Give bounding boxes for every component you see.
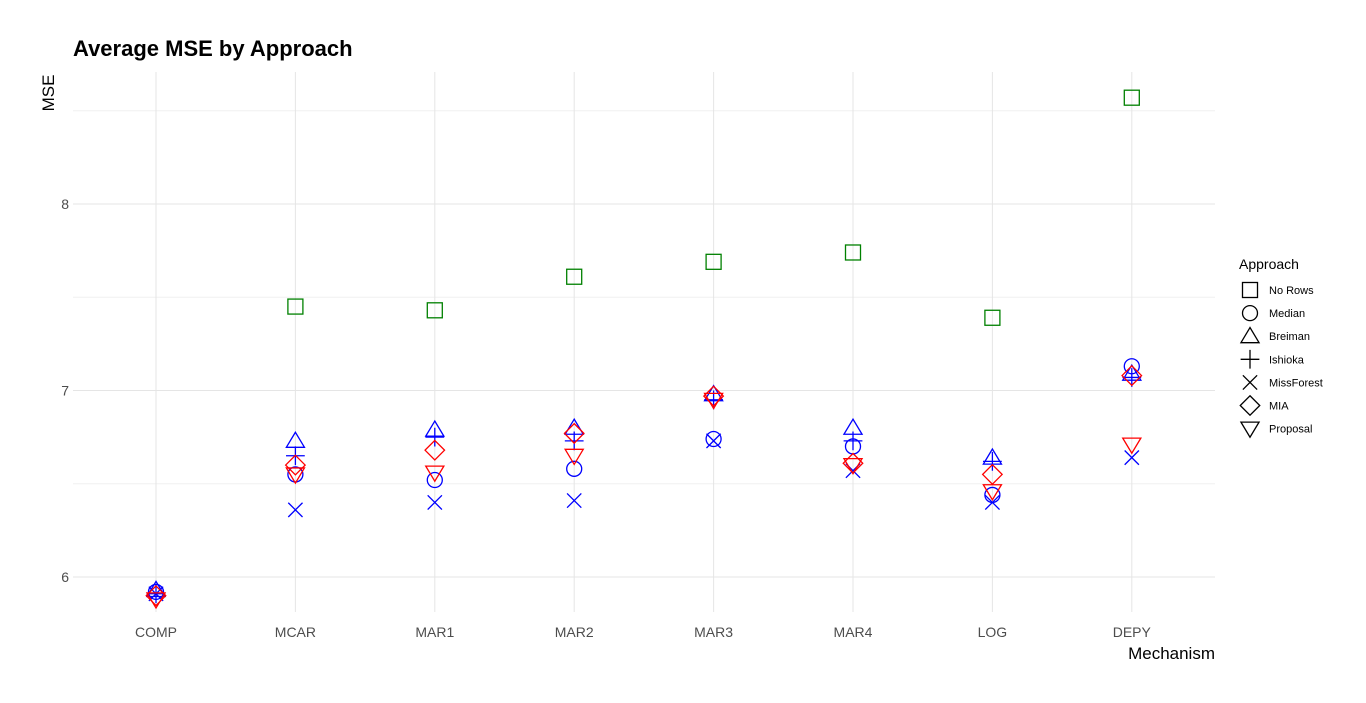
y-tick-label: 6 xyxy=(61,569,69,585)
legend-key-missforest xyxy=(1242,374,1258,390)
x-axis-ticks: COMP MCAR MAR1 MAR2 MAR3 MAR4 LOG DEPY xyxy=(135,624,1152,640)
point-missforest xyxy=(706,433,722,449)
point-mia xyxy=(563,422,585,445)
point-median xyxy=(566,460,583,477)
x-tick-label: MAR2 xyxy=(555,624,594,640)
legend-label-mia: MIA xyxy=(1269,401,1289,413)
legend-key-median xyxy=(1241,304,1259,322)
point-proposal xyxy=(982,484,1003,502)
point-no-rows xyxy=(287,298,304,315)
x-tick-label: MAR3 xyxy=(694,624,733,640)
point-proposal xyxy=(1121,437,1143,455)
legend-label-breiman: Breiman xyxy=(1269,331,1310,343)
point-missforest xyxy=(566,492,582,509)
point-no-rows xyxy=(705,253,722,270)
point-no-rows xyxy=(984,309,1001,326)
point-mia xyxy=(1121,364,1143,387)
point-ishioka xyxy=(843,431,863,451)
grid-lines xyxy=(73,72,1215,612)
point-missforest xyxy=(427,494,443,510)
y-tick-label: 8 xyxy=(61,196,69,212)
data-points xyxy=(145,89,1143,610)
x-axis-title: Mechanism xyxy=(1128,644,1215,663)
legend-key-breiman xyxy=(1239,326,1261,344)
legend-label-median: Median xyxy=(1269,308,1305,320)
point-proposal xyxy=(145,592,167,610)
y-axis-title: MSE xyxy=(39,75,58,112)
x-tick-label: LOG xyxy=(978,624,1008,640)
legend-label-missforest: MissForest xyxy=(1269,377,1323,389)
point-ishioka xyxy=(1122,368,1142,387)
legend: Approach No Rows Median Breiman Ishioka Miss… xyxy=(1239,256,1323,439)
point-median xyxy=(705,430,722,448)
legend-key-no-rows xyxy=(1241,281,1259,299)
point-mia xyxy=(424,439,446,461)
point-no-rows xyxy=(1123,89,1140,106)
chart-title: Average MSE by Approach xyxy=(73,36,353,61)
point-ishioka xyxy=(983,451,1002,471)
x-tick-label: MCAR xyxy=(275,624,316,640)
legend-label-proposal: Proposal xyxy=(1269,424,1312,436)
point-mia xyxy=(284,454,307,476)
x-tick-label: COMP xyxy=(135,624,177,640)
point-missforest xyxy=(148,586,164,602)
point-missforest xyxy=(984,494,1000,510)
legend-key-mia xyxy=(1239,394,1261,417)
legend-label-ishioka: Ishioka xyxy=(1269,354,1305,366)
point-ishioka xyxy=(564,431,584,451)
point-median xyxy=(426,471,443,489)
legend-title: Approach xyxy=(1239,256,1299,272)
point-proposal xyxy=(703,392,724,410)
x-tick-label: MAR4 xyxy=(834,624,873,640)
point-proposal xyxy=(285,467,306,485)
legend-key-proposal xyxy=(1239,421,1261,439)
point-missforest xyxy=(287,502,303,518)
point-no-rows xyxy=(566,268,583,285)
point-no-rows xyxy=(426,302,443,319)
point-no-rows xyxy=(844,244,862,261)
x-tick-label: MAR1 xyxy=(415,624,454,640)
legend-key-ishioka xyxy=(1240,349,1260,369)
point-proposal xyxy=(424,465,446,483)
x-tick-label: DEPY xyxy=(1113,624,1152,640)
y-tick-label: 7 xyxy=(61,383,69,399)
point-proposal xyxy=(563,448,585,466)
legend-label-no-rows: No Rows xyxy=(1269,285,1314,297)
y-axis-ticks: 6 7 8 xyxy=(61,196,69,585)
point-ishioka xyxy=(425,427,445,447)
point-proposal xyxy=(842,457,864,475)
point-missforest xyxy=(1124,450,1140,466)
